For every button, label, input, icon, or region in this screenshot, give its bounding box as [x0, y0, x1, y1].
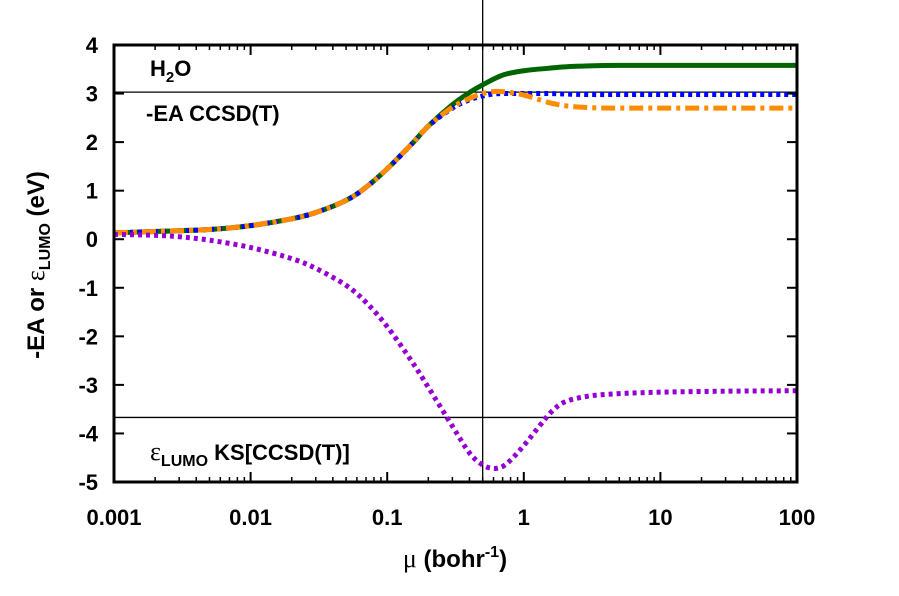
y-tick-label: 4	[86, 33, 99, 58]
x-tick-label: 1	[518, 505, 530, 530]
x-tick-label: 0.01	[229, 505, 272, 530]
molecule-label: H2O	[150, 56, 191, 86]
series-layer	[113, 62, 798, 471]
y-tick-label: -3	[78, 373, 98, 398]
x-tick-label: 10	[648, 505, 672, 530]
y-tick-label: -5	[78, 470, 98, 495]
y-axis-title: -EA or εLUMO (eV)	[21, 171, 54, 359]
series-line-3	[113, 231, 798, 471]
y-tick-label: -1	[78, 276, 98, 301]
x-tick-label: 0.001	[86, 505, 141, 530]
y-tick-label: 0	[86, 227, 98, 252]
series-line-2	[113, 88, 797, 236]
y-tick-label: 1	[86, 179, 98, 204]
lumo-reference-label: εLUMO KS[CCSD(T)]	[150, 437, 350, 470]
x-axis-title: μ (bohr-1)	[403, 544, 507, 573]
ea-reference-label: -EA CCSD(T)	[146, 101, 280, 126]
x-tick-label: 100	[779, 505, 816, 530]
y-tick-label: 3	[86, 82, 98, 107]
y-tick-label: -2	[78, 324, 98, 349]
series-line-0	[113, 62, 797, 236]
y-tick-label: 2	[86, 130, 98, 155]
reference-lines	[114, 0, 797, 482]
plot-frame	[112, 43, 799, 484]
x-tick-label: 0.1	[372, 505, 403, 530]
y-tick-label: -4	[78, 421, 98, 446]
